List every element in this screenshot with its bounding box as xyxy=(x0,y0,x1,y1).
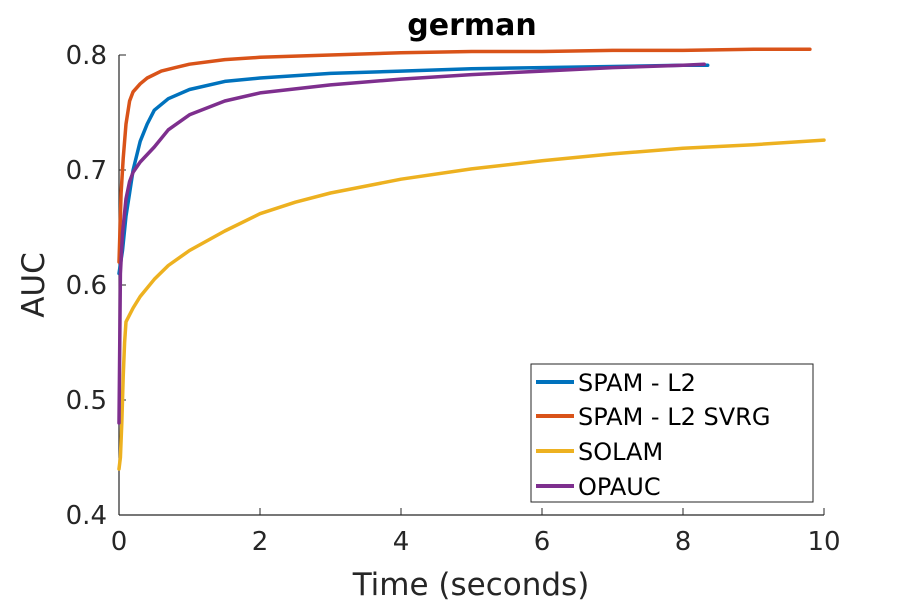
y-tick-label-0-8: 0.8 xyxy=(66,41,107,71)
series-line-opauc xyxy=(117,62,706,425)
x-tick-label-6: 6 xyxy=(534,527,551,557)
x-tick-label-4: 4 xyxy=(393,527,410,557)
y-axis-label: AUC xyxy=(16,252,52,318)
y-tick-label-0-4: 0.4 xyxy=(66,501,107,531)
x-axis-label: Time (seconds) xyxy=(352,567,590,603)
series-line-spam-l2 xyxy=(117,63,710,276)
series-line-solam xyxy=(117,138,826,471)
chart-title: german xyxy=(407,8,536,43)
legend-label-opauc: OPAUC xyxy=(578,473,661,501)
legend-label-spam-l2: SPAM - L2 xyxy=(578,369,696,397)
y-tick-label-0-6: 0.6 xyxy=(66,271,107,301)
legend-label-spam-l2-svrg: SPAM - L2 SVRG xyxy=(578,403,770,431)
series-layer xyxy=(117,47,826,471)
x-tick-label-0: 0 xyxy=(111,527,128,557)
y-tick-label-0-5: 0.5 xyxy=(66,386,107,416)
legend-label-solam: SOLAM xyxy=(578,438,663,466)
y-tick-label-0-7: 0.7 xyxy=(66,156,107,186)
x-tick-label-2: 2 xyxy=(252,527,269,557)
legend: SPAM - L2 SPAM - L2 SVRG SOLAM OPAUC xyxy=(530,363,814,503)
x-tick-label-10: 10 xyxy=(807,527,840,557)
tick-layer: 0 2 4 6 8 10 0.4 0.5 0.6 0.7 0.8 xyxy=(66,41,841,557)
series-line-spam-l2-svrg xyxy=(117,47,812,264)
legend-box xyxy=(530,363,814,503)
x-tick-label-8: 8 xyxy=(675,527,692,557)
